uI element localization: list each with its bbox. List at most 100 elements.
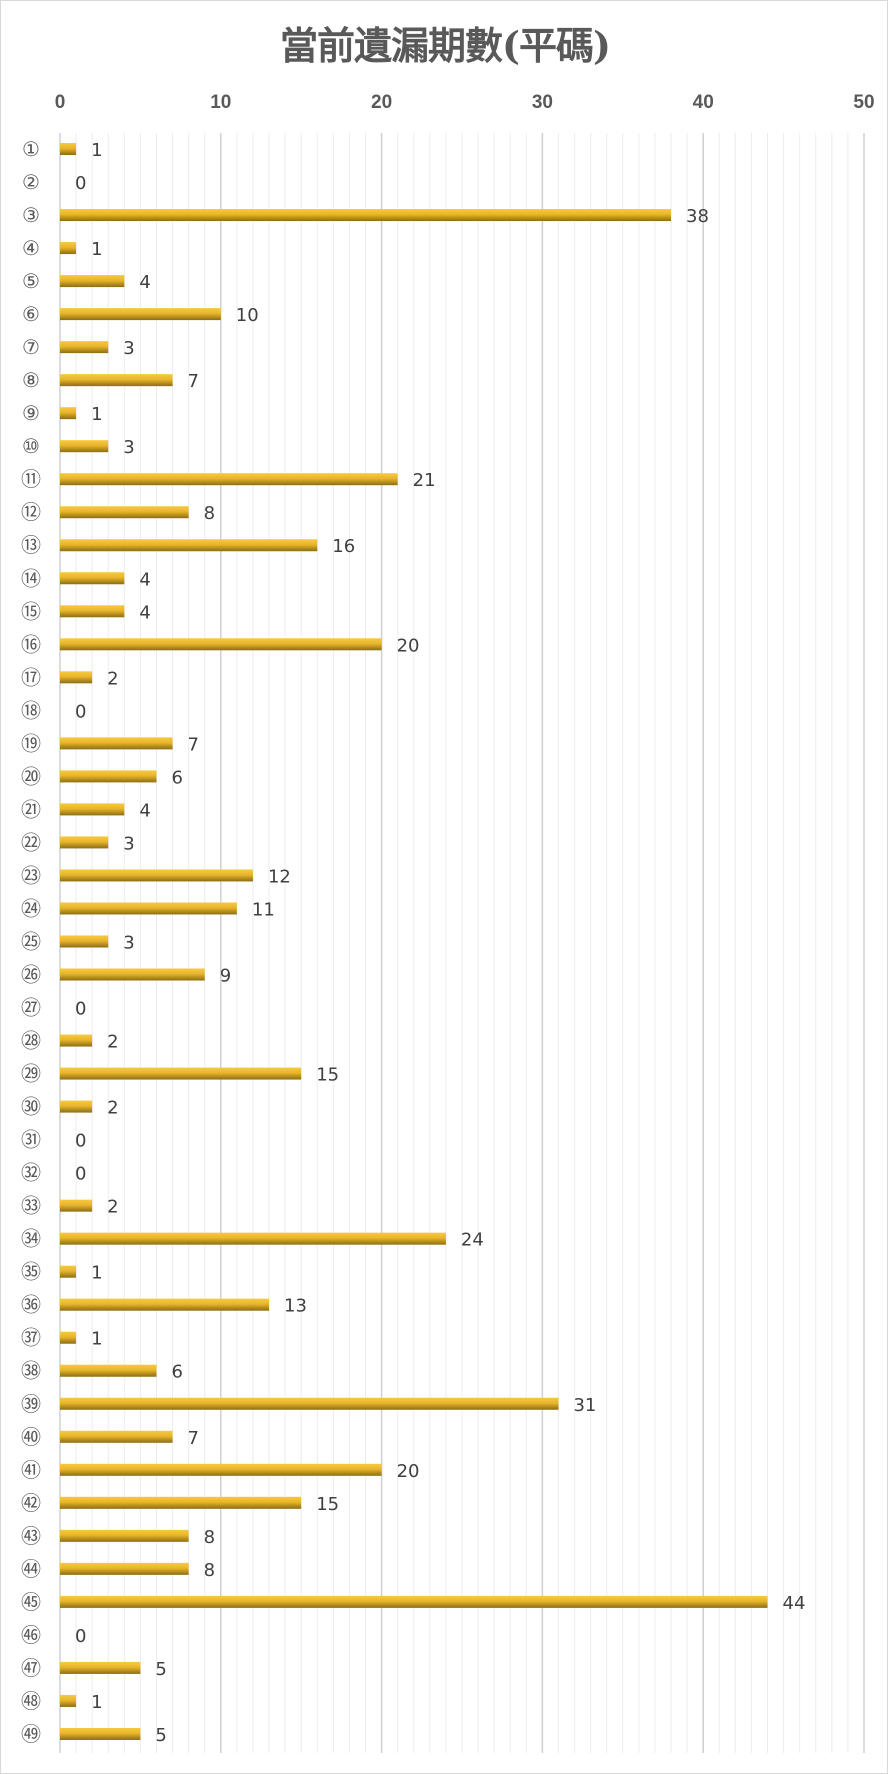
- category-label: ㉞: [21, 1227, 41, 1251]
- data-label: 1: [91, 1692, 102, 1713]
- bar: [60, 1331, 77, 1344]
- data-label: 0: [75, 1164, 86, 1185]
- data-label: 11: [252, 899, 275, 920]
- bar: [60, 1595, 768, 1608]
- category-label: ㉗: [21, 996, 41, 1020]
- data-label: 7: [188, 1428, 199, 1449]
- category-label: ⑧: [22, 368, 40, 392]
- category-label: ㉘: [21, 1029, 41, 1053]
- data-label: 24: [461, 1230, 484, 1251]
- data-label: 31: [573, 1395, 596, 1416]
- data-label: 20: [397, 1461, 420, 1482]
- category-label: ㊳: [21, 1359, 41, 1383]
- bar: [60, 770, 157, 783]
- data-label: 3: [123, 437, 134, 458]
- x-tick-label: 0: [55, 92, 66, 113]
- data-label: 0: [75, 701, 86, 722]
- bar: [60, 1298, 270, 1311]
- bar: [60, 1529, 189, 1542]
- bar: [60, 1265, 77, 1278]
- bar: [60, 605, 125, 618]
- data-label: 0: [75, 173, 86, 194]
- category-label: ⑨: [22, 401, 40, 425]
- category-label: ㊾: [21, 1722, 41, 1746]
- category-label: ⑳: [21, 764, 41, 788]
- category-label: ⑤: [22, 269, 40, 293]
- bar: [60, 1199, 93, 1212]
- bar: [60, 935, 109, 948]
- category-label: ㊺: [21, 1590, 41, 1614]
- category-label: ⑥: [22, 302, 40, 326]
- bar: [60, 1430, 173, 1443]
- category-label: ㊱: [21, 1293, 41, 1317]
- bar: [60, 1496, 302, 1509]
- bar: [60, 1661, 141, 1674]
- data-label: 4: [139, 569, 150, 590]
- bar: [60, 539, 318, 552]
- category-label: ㉕: [21, 929, 41, 953]
- bar: [60, 671, 93, 684]
- bar: [60, 1727, 141, 1740]
- bar: [60, 1397, 559, 1410]
- bar: [60, 869, 253, 882]
- bar: [60, 440, 109, 453]
- bar: [60, 506, 189, 519]
- category-label: ㉟: [21, 1260, 41, 1284]
- category-label: ⑰: [21, 665, 41, 689]
- x-tick-label: 20: [371, 92, 392, 113]
- bar: [60, 902, 237, 915]
- category-label: ㊲: [21, 1326, 41, 1350]
- x-tick-label: 50: [853, 92, 874, 113]
- data-label: 5: [155, 1725, 166, 1746]
- bar: [60, 1562, 189, 1575]
- bar: [60, 968, 205, 981]
- data-label: 10: [236, 305, 259, 326]
- data-label: 8: [204, 1527, 215, 1548]
- category-label: ㉔: [21, 896, 41, 920]
- bar: [60, 737, 173, 750]
- category-label: ㊵: [21, 1425, 41, 1449]
- bar: [60, 638, 382, 651]
- category-label: ㉖: [21, 963, 41, 987]
- data-label: 2: [107, 1098, 118, 1119]
- category-label: ⑲: [21, 731, 41, 755]
- category-label: ㊶: [21, 1458, 41, 1482]
- category-label: ⑮: [21, 599, 41, 623]
- bar: [60, 275, 125, 288]
- data-label: 3: [123, 833, 134, 854]
- category-label: ㉓: [21, 863, 41, 887]
- bar: [60, 572, 125, 585]
- data-label: 12: [268, 866, 291, 887]
- bar: [60, 1034, 93, 1047]
- data-label: 7: [188, 734, 199, 755]
- data-label: 20: [397, 635, 420, 656]
- category-label: ㊽: [21, 1689, 41, 1713]
- data-label: 0: [75, 999, 86, 1020]
- data-label: 8: [204, 503, 215, 524]
- data-label: 5: [155, 1659, 166, 1680]
- bar: [60, 143, 77, 155]
- category-label: ㉜: [21, 1161, 41, 1185]
- data-label: 1: [91, 1329, 102, 1350]
- category-label: ㊹: [21, 1557, 41, 1581]
- data-label: 15: [316, 1494, 339, 1515]
- data-label: 13: [284, 1296, 307, 1317]
- data-label: 0: [75, 1626, 86, 1647]
- data-label: 0: [75, 1131, 86, 1152]
- data-label: 1: [91, 404, 102, 425]
- category-label: ㉛: [21, 1128, 41, 1152]
- data-label: 6: [171, 1362, 182, 1383]
- data-label: 15: [316, 1065, 339, 1086]
- data-label: 16: [332, 536, 355, 557]
- category-label: ㊷: [21, 1491, 41, 1515]
- category-label: ㊻: [21, 1623, 41, 1647]
- category-label: ④: [22, 236, 40, 260]
- bar: [60, 374, 173, 387]
- category-label: ②: [22, 170, 40, 194]
- data-label: 2: [107, 1032, 118, 1053]
- bar: [60, 1694, 77, 1707]
- data-label: 2: [107, 668, 118, 689]
- bar: [60, 209, 672, 222]
